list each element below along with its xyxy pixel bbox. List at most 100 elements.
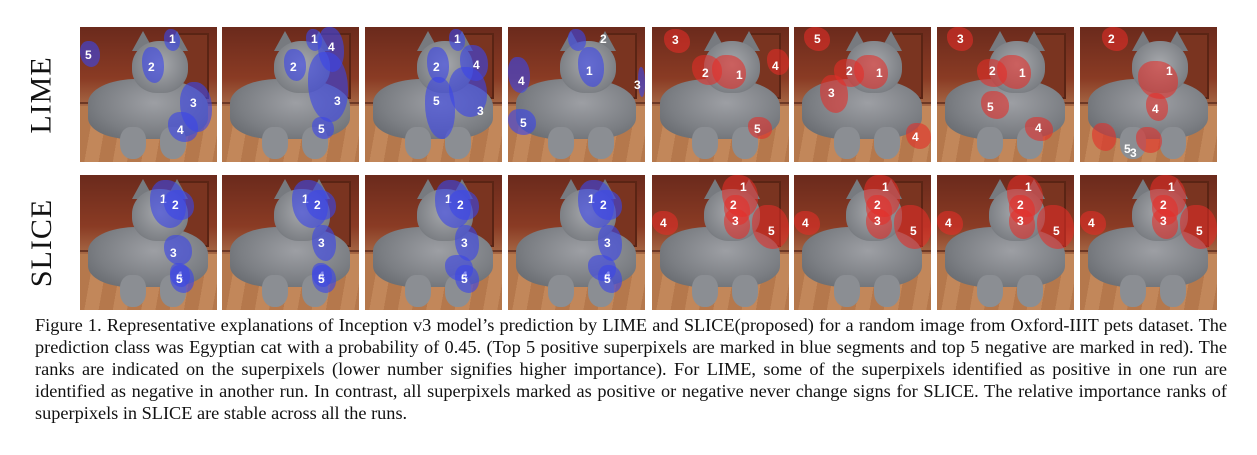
superpixel-rank-label: 2 (600, 32, 607, 46)
negative-superpixel-segment (692, 55, 722, 85)
cat-paw-left (120, 275, 146, 307)
positive-superpixel-segment (168, 112, 198, 142)
positive-superpixel-segment (312, 225, 336, 261)
superpixel-rank-label: 2 (314, 198, 321, 212)
positive-superpixel-segment (427, 47, 449, 83)
superpixel-rank-label: 5 (768, 224, 775, 238)
superpixel-rank-label: 3 (1017, 214, 1024, 228)
lime-panel-4: 1 2 3 4 5 (508, 27, 645, 162)
positive-superpixel-segment (455, 265, 479, 293)
superpixel-rank-label: 4 (1035, 121, 1042, 135)
superpixel-rank-label: 5 (461, 272, 468, 286)
positive-superpixel-segment (638, 67, 645, 97)
superpixel-rank-label: 3 (732, 214, 739, 228)
negative-superpixel-segment (1146, 93, 1168, 121)
negative-superpixel-segment (1080, 211, 1106, 235)
negative-superpixel-segment (981, 91, 1009, 119)
positive-superpixel-segment (312, 117, 334, 139)
cat-paw-left (834, 127, 860, 159)
superpixel-rank-label: 4 (912, 130, 919, 144)
negative-superpixel-segment (977, 59, 1007, 87)
superpixel-rank-label: 2 (846, 64, 853, 78)
positive-superpixel-segment (284, 49, 306, 81)
superpixel-rank-label: 5 (318, 272, 325, 286)
negative-superpixel-segment (724, 209, 750, 239)
superpixel-rank-label: 3 (1160, 214, 1167, 228)
positive-superpixel-segment (568, 29, 586, 51)
superpixel-rank-label: 4 (772, 59, 779, 73)
cat-paw-left (692, 127, 718, 159)
cat-paw-left (405, 127, 431, 159)
cat-paw-right (874, 127, 900, 159)
positive-superpixel-segment (306, 190, 336, 220)
superpixel-rank-label: 1 (882, 180, 889, 194)
superpixel-rank-label: 1 (445, 193, 452, 205)
superpixel-rank-label: 5 (604, 272, 611, 286)
negative-superpixel-segment (748, 117, 772, 139)
row-label-slice-text: SLICE (25, 198, 58, 287)
superpixel-rank-label: 1 (454, 32, 461, 46)
lime-panel-8: 1 2 3 4 5 (1080, 27, 1217, 162)
superpixel-rank-label: 1 (1025, 180, 1032, 194)
superpixel-rank-label: 1 (1166, 64, 1173, 78)
superpixel-rank-label: 4 (945, 216, 952, 230)
superpixel-rank-label: 5 (814, 32, 821, 46)
lime-panel-5: 1 2 3 4 5 (652, 27, 789, 162)
positive-superpixel-segment (312, 265, 336, 293)
negative-superpixel-segment (804, 27, 830, 51)
superpixel-rank-label: 2 (172, 198, 179, 212)
negative-superpixel-segment (1025, 117, 1053, 141)
row-label-slice: SLICE (10, 175, 74, 310)
cat-paw-right (1160, 127, 1186, 159)
negative-superpixel-segment (820, 75, 848, 113)
positive-superpixel-segment (598, 265, 622, 293)
cat-paw-right (1017, 275, 1043, 307)
superpixel-rank-label: 5 (85, 48, 92, 62)
superpixel-rank-label: 3 (604, 236, 611, 250)
superpixel-rank-label: 3 (170, 246, 177, 260)
cat-paw-right (1160, 275, 1186, 307)
negative-superpixel-segment (1136, 127, 1162, 153)
superpixel-rank-label: 5 (1053, 224, 1060, 238)
superpixel-rank-label: 4 (177, 123, 184, 137)
superpixel-rank-label: 3 (672, 33, 679, 47)
superpixel-rank-label: 5 (176, 272, 183, 286)
row-label-lime: LIME (10, 27, 74, 162)
superpixel-rank-label: 5 (910, 224, 917, 238)
negative-superpixel-segment (1152, 209, 1178, 239)
cat-paw-left (834, 275, 860, 307)
superpixel-rank-label: 1 (1168, 180, 1175, 194)
superpixel-rank-label: 5 (1196, 224, 1203, 238)
cat-paw-left (405, 275, 431, 307)
superpixel-rank-label: 1 (311, 32, 318, 46)
superpixel-rank-label: 4 (473, 58, 480, 72)
superpixel-rank-label: 5 (754, 122, 761, 136)
superpixel-rank-label: 3 (477, 104, 484, 118)
negative-superpixel-segment (1009, 209, 1035, 239)
superpixel-rank-label: 2 (1017, 198, 1024, 212)
superpixel-rank-label: 1 (740, 180, 747, 194)
superpixel-rank-label: 1 (169, 32, 176, 46)
positive-superpixel-segment (425, 77, 455, 139)
negative-superpixel-segment (652, 211, 678, 235)
superpixel-rank-label: 2 (148, 60, 155, 74)
row-label-lime-text: LIME (25, 55, 59, 134)
negative-superpixel-segment (1092, 123, 1116, 151)
negative-superpixel-segment (767, 49, 789, 75)
superpixel-rank-label: 1 (736, 68, 743, 82)
superpixel-rank-label: 3 (634, 78, 641, 92)
superpixel-rank-label: 1 (1019, 66, 1026, 80)
negative-superpixel-segment (906, 123, 931, 149)
cat-paw-right (732, 275, 758, 307)
superpixel-rank-label: 2 (702, 66, 709, 80)
superpixel-rank-label: 3 (318, 236, 325, 250)
